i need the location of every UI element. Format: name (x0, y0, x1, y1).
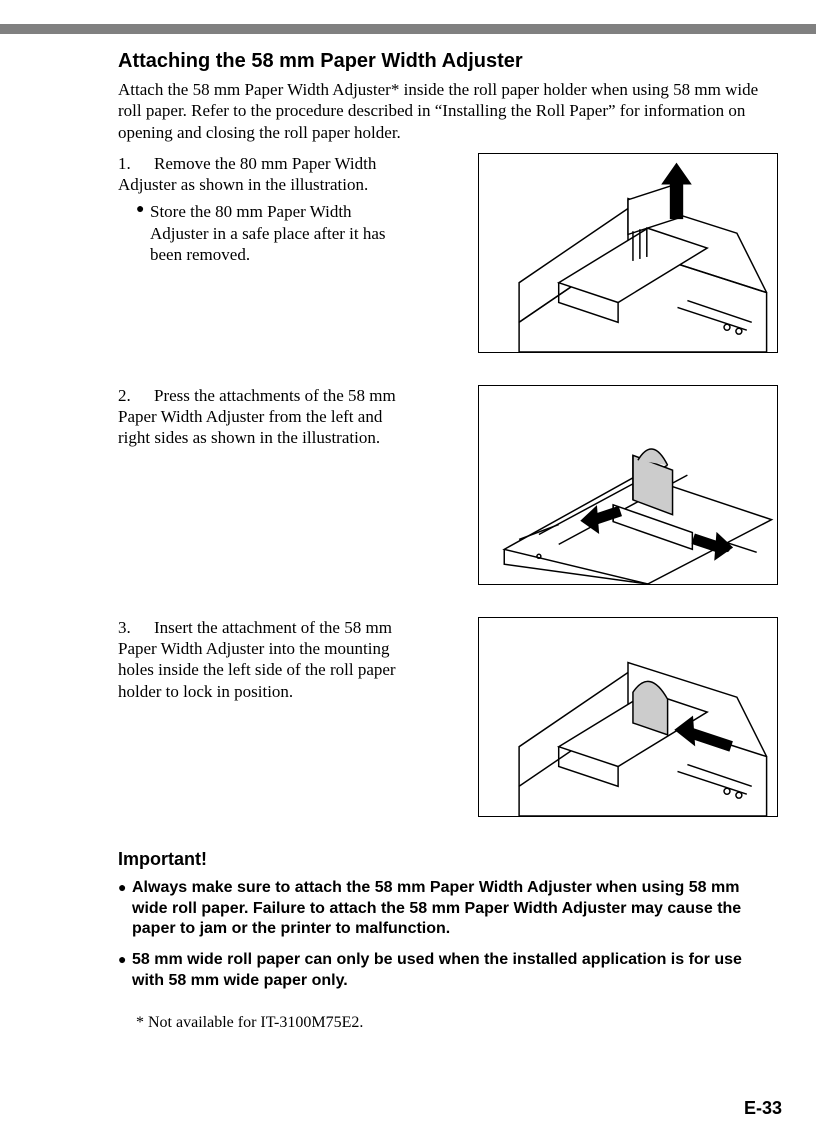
page-number: E-33 (744, 1098, 782, 1119)
intro-paragraph: Attach the 58 mm Paper Width Adjuster* i… (118, 79, 778, 143)
bullet-icon: ● (118, 950, 132, 992)
step-2-text: 2. Press the attachments of the 58 mm Pa… (118, 385, 418, 449)
bullet-icon: ● (118, 878, 132, 940)
step-3-number: 3. (118, 617, 136, 638)
important-heading: Important! (118, 849, 778, 870)
step-1-body: Remove the 80 mm Paper Width Adjuster as… (118, 154, 376, 194)
step-3-text: 3. Insert the attachment of the 58 mm Pa… (118, 617, 418, 702)
step-1-number: 1. (118, 153, 136, 174)
figure-2 (478, 385, 778, 585)
step-2-body: Press the attachments of the 58 mm Paper… (118, 386, 396, 448)
step-2: 2. Press the attachments of the 58 mm Pa… (118, 385, 778, 585)
step-3: 3. Insert the attachment of the 58 mm Pa… (118, 617, 778, 817)
step-1: 1. Remove the 80 mm Paper Width Adjuster… (118, 153, 778, 353)
important-item-1: Always make sure to attach the 58 mm Pap… (132, 878, 778, 940)
bullet-icon: ● (136, 201, 150, 265)
step-1-bullet: Store the 80 mm Paper Width Adjuster in … (150, 201, 408, 265)
important-list: ● Always make sure to attach the 58 mm P… (118, 878, 778, 992)
step-2-number: 2. (118, 385, 136, 406)
section-title: Attaching the 58 mm Paper Width Adjuster (118, 50, 778, 73)
page-content: Attaching the 58 mm Paper Width Adjuster… (118, 50, 778, 1032)
figure-3 (478, 617, 778, 817)
step-1-text: 1. Remove the 80 mm Paper Width Adjuster… (118, 153, 418, 265)
step-3-body: Insert the attachment of the 58 mm Paper… (118, 618, 396, 701)
header-bar (0, 24, 816, 34)
footnote: * Not available for IT-3100M75E2. (136, 1014, 778, 1032)
figure-1 (478, 153, 778, 353)
important-item-2: 58 mm wide roll paper can only be used w… (132, 950, 778, 992)
